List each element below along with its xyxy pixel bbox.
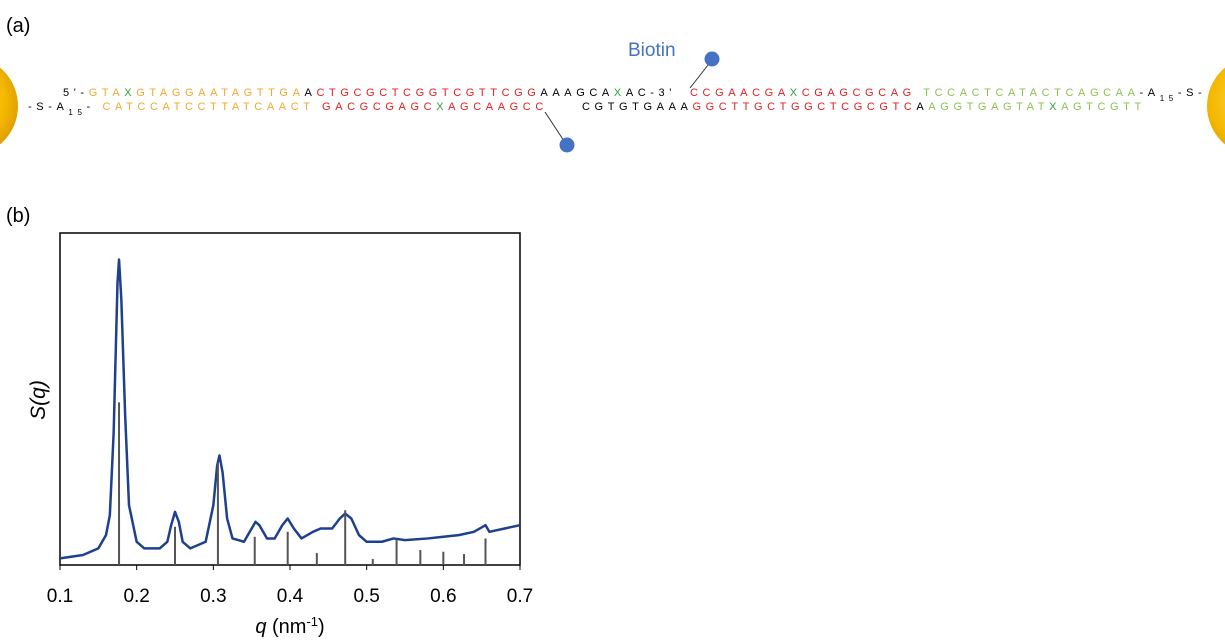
x-tick-label: 0.7 (507, 586, 533, 607)
x-label-close: ) (318, 616, 325, 638)
x-tick-label: 0.4 (277, 586, 304, 607)
dna-segment: AC-3' (626, 87, 676, 99)
dna-segment: -A (1140, 87, 1160, 99)
dna-segment: 5'- (63, 87, 89, 99)
biotin-label: Biotin (628, 40, 676, 61)
gold-particle (1207, 67, 1225, 145)
gold-particle (0, 67, 18, 145)
dna-segment: A (916, 101, 928, 113)
dna-segment: CTGCGCTCGGTCGTTCGG (316, 87, 540, 99)
dna-segment: X (1049, 101, 1061, 113)
dna-segment: AAAGCA (540, 87, 613, 99)
dna-segment: X (614, 87, 626, 99)
dna-segment: X (436, 101, 448, 113)
dna-segment: AGTCGTT (1061, 101, 1146, 113)
dna-segment: X (790, 87, 802, 99)
x-label-var: q (255, 616, 266, 638)
dna-segment: AGGTGAGTAT (928, 101, 1049, 113)
plot-frame (59, 232, 521, 566)
biotin (704, 51, 720, 67)
x-tick-label: 0.2 (123, 586, 149, 607)
x-axis-label: q (nm-1) (255, 614, 324, 639)
dna-segment: AGCAAGCC (448, 101, 548, 113)
dna-strand: -S-A15- CATCCATCCTTATCAACT GACGCGAGCXAGC… (28, 101, 548, 117)
dna-segment: CCGAACGA (690, 87, 790, 99)
dna-segment: -S- (1178, 87, 1206, 99)
dna-segment: CGTGTGAAA (582, 101, 692, 113)
linker (544, 111, 567, 145)
dna-segment: CGAGCGCAG (802, 87, 924, 99)
dna-segment: -S-A (28, 101, 68, 113)
dna-segment: CATCCATCCTTATCAACT (102, 101, 322, 113)
x-tick-label: 0.1 (47, 586, 73, 607)
panel-label: (a) (6, 15, 30, 37)
dna-segment: TCCACTCATACTCAGCAA (923, 87, 1139, 99)
dna-strand: CGTGTGAAAGGCTTGCTGGCTCGCGTCAAGGTGAGTATXA… (582, 101, 1146, 113)
dna-segment: 15 (68, 108, 86, 117)
x-label-sup: -1 (306, 614, 318, 629)
dna-segment: GTAGGAATAGTTGA (136, 87, 304, 99)
biotin (559, 137, 575, 153)
x-tick-label: 0.3 (200, 586, 226, 607)
scattering-curve (59, 258, 521, 560)
dna-strand: 5'-GTAXGTAGGAATAGTTGAACTGCGCTCGGTCGTTCGG… (63, 87, 676, 99)
dna-segment: X (124, 87, 136, 99)
dna-strand: CCGAACGAXCGAGCGCAG TCCACTCATACTCAGCAA-A1… (690, 87, 1206, 103)
dna-segment: - (87, 101, 103, 113)
dna-segment: GGCTTGCTGGCTCGCGTC (692, 101, 916, 113)
panel-label: (b) (6, 205, 30, 227)
x-tick-label: 0.6 (430, 586, 456, 607)
x-label-unit: (nm (266, 616, 306, 638)
dna-segment: GTA (89, 87, 125, 99)
y-axis-label: S(q) (27, 380, 50, 420)
x-tick-label: 0.5 (353, 586, 379, 607)
dna-segment: A (305, 87, 317, 99)
dna-segment: 15 (1160, 94, 1178, 103)
dna-segment: GACGCGAGC (322, 101, 436, 113)
